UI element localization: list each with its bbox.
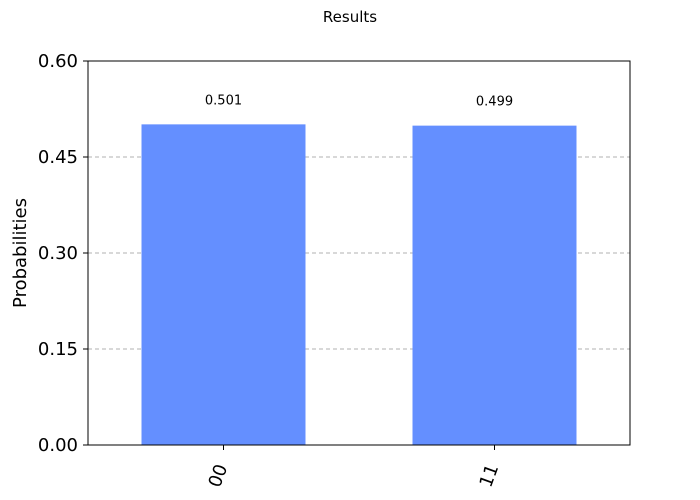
- bar-11: [412, 125, 577, 445]
- y-tick-label: 0.15: [38, 339, 78, 360]
- y-tick-label: 0.45: [38, 147, 78, 168]
- data-labels: 0.501 0.499: [205, 93, 513, 109]
- data-label-00: 0.501: [205, 93, 242, 108]
- y-axis-label: Probabilities: [10, 198, 31, 308]
- y-tick-label: 0.60: [38, 51, 78, 72]
- y-tick-label: 0.30: [38, 243, 78, 264]
- bar-00: [141, 124, 306, 446]
- chart-title: Results: [323, 8, 377, 26]
- bars: [141, 124, 577, 446]
- data-label-11: 0.499: [476, 95, 513, 110]
- y-tick-label: 0.00: [38, 435, 78, 456]
